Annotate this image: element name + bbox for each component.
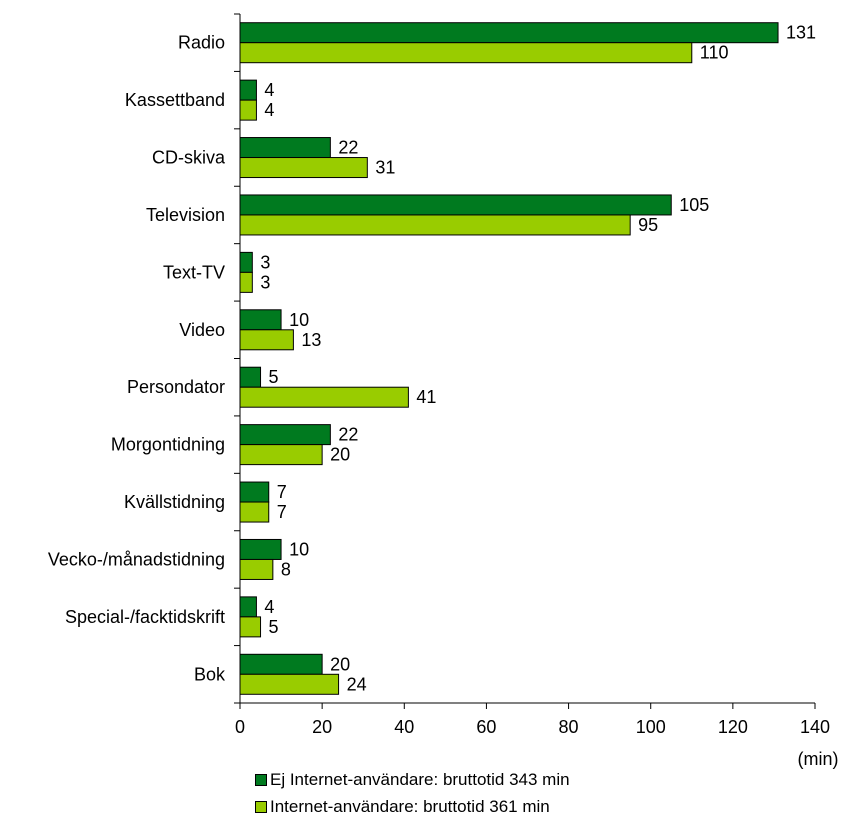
bar-series-2 — [239, 42, 693, 64]
y-tick-label: Video — [179, 320, 225, 340]
bar-series-1 — [239, 79, 257, 101]
bar-series-2 — [239, 444, 323, 466]
x-tick-label: 20 — [312, 717, 332, 737]
y-tick-label: Vecko-/månadstidning — [48, 549, 225, 569]
data-label-series-1: 10 — [289, 539, 309, 559]
y-tick-label: Radio — [178, 33, 225, 53]
bar-series-2 — [239, 214, 631, 236]
legend-swatch-series-1 — [255, 774, 267, 786]
data-label-series-1: 105 — [679, 195, 709, 215]
data-label-series-2: 95 — [638, 215, 658, 235]
bar-series-2 — [239, 673, 340, 695]
bar-series-1 — [239, 596, 257, 618]
bar-series-1 — [239, 424, 331, 446]
bar-series-1 — [239, 194, 672, 216]
y-tick-label: Kvällstidning — [124, 492, 225, 512]
bar-series-2 — [239, 386, 409, 408]
bar-series-1 — [239, 22, 779, 44]
data-label-series-2: 4 — [264, 100, 274, 120]
x-axis-label: (min) — [798, 749, 839, 769]
bar-series-2 — [239, 558, 274, 580]
data-label-series-2: 8 — [281, 559, 291, 579]
y-tick-label: Bok — [194, 664, 226, 684]
bar-series-2 — [239, 329, 294, 351]
data-label-series-1: 20 — [330, 654, 350, 674]
y-tick-label: Kassettband — [125, 90, 225, 110]
y-tick-label: Television — [146, 205, 225, 225]
bar-series-2 — [239, 271, 253, 293]
legend-item-series-1: Ej Internet-användare: bruttotid 343 min — [255, 770, 570, 790]
data-label-series-1: 4 — [264, 597, 274, 617]
legend-label-series-1: Ej Internet-användare: bruttotid 343 min — [270, 770, 570, 789]
bar-series-2 — [239, 616, 262, 638]
bar-series-2 — [239, 157, 368, 179]
bar-chart-svg: Radio Kassettband CD-skiva Television Text-T… — [48, 13, 839, 769]
bar-series-1 — [239, 251, 253, 273]
data-label-series-2: 13 — [301, 330, 321, 350]
y-tick-label: Text-TV — [163, 262, 225, 282]
data-label-series-2: 7 — [277, 502, 287, 522]
data-label-series-1: 131 — [786, 23, 816, 43]
x-tick-label: 80 — [559, 717, 579, 737]
y-tick-label: Special-/facktidskrift — [65, 607, 225, 627]
data-label-series-2: 31 — [375, 158, 395, 178]
bar-series-1 — [239, 366, 262, 388]
data-label-series-1: 10 — [289, 310, 309, 330]
bar-series-1 — [239, 309, 282, 331]
x-tick-label: 140 — [800, 717, 830, 737]
data-label-series-1: 22 — [338, 138, 358, 158]
data-label-series-2: 20 — [330, 445, 350, 465]
data-label-series-2: 41 — [416, 387, 436, 407]
y-tick-label: Persondator — [127, 377, 225, 397]
x-tick-label: 120 — [718, 717, 748, 737]
y-tick-label: Morgontidning — [111, 435, 225, 455]
data-label-series-2: 3 — [260, 272, 270, 292]
bar-series-2 — [239, 501, 270, 523]
x-tick-label: 40 — [394, 717, 414, 737]
bar-series-1 — [239, 137, 331, 159]
legend-label-series-2: Internet-användare: bruttotid 361 min — [270, 797, 550, 816]
bar-series-1 — [239, 538, 282, 560]
data-label-series-2: 24 — [347, 674, 367, 694]
data-label-series-2: 110 — [700, 43, 729, 63]
x-tick-label: 100 — [636, 717, 666, 737]
bar-series-1 — [239, 481, 270, 503]
data-label-series-1: 4 — [264, 80, 274, 100]
data-label-series-1: 22 — [338, 425, 358, 445]
legend-item-series-2: Internet-användare: bruttotid 361 min — [255, 797, 550, 817]
x-tick-label: 60 — [476, 717, 496, 737]
legend-swatch-series-2 — [255, 801, 267, 813]
bar-series-2 — [239, 99, 257, 121]
data-label-series-1: 3 — [260, 252, 270, 272]
data-label-series-1: 7 — [277, 482, 287, 502]
data-label-series-1: 5 — [269, 367, 279, 387]
bar-series-1 — [239, 653, 323, 675]
x-tick-label: 0 — [235, 717, 245, 737]
y-tick-label: CD-skiva — [152, 148, 226, 168]
data-label-series-2: 5 — [269, 617, 279, 637]
